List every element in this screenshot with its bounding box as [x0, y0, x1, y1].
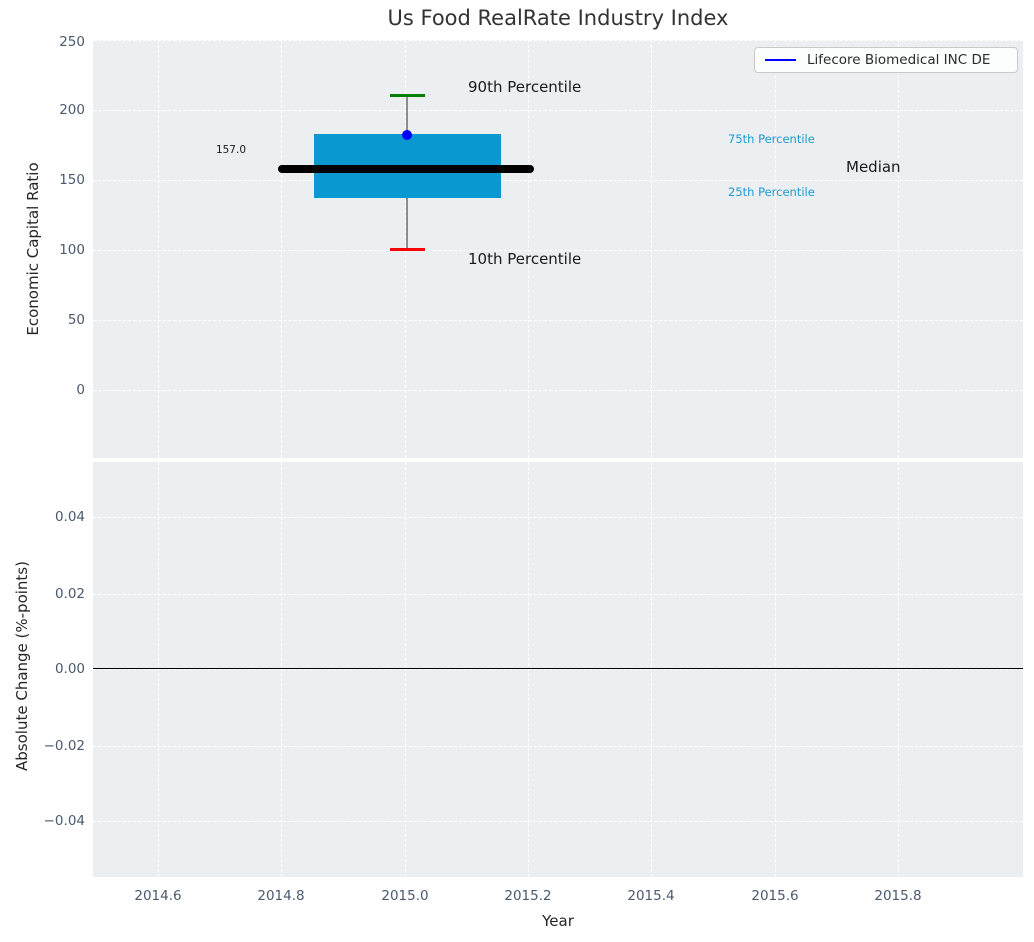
10th-percentile-cap: [390, 248, 425, 251]
zero-reference-line: [93, 668, 1023, 669]
gridline: [93, 110, 1023, 111]
gridline: [528, 40, 529, 458]
bottom-plot-area: [93, 462, 1023, 877]
gridline: [93, 746, 1023, 747]
gridline: [528, 462, 529, 877]
gridline: [651, 40, 652, 458]
p75-label: 75th Percentile: [728, 132, 815, 146]
gridline: [775, 462, 776, 877]
gridline: [405, 462, 406, 877]
gridline: [898, 40, 899, 458]
x-tick: 2014.8: [257, 888, 305, 904]
gridline: [281, 462, 282, 877]
x-tick: 2015.0: [381, 888, 429, 904]
y-tick: 250: [59, 34, 85, 50]
legend-line-sample: [765, 59, 796, 61]
median-value-label: 157.0: [215, 144, 246, 156]
bottom-y-axis-label: Absolute Change (%-points): [13, 561, 31, 771]
x-tick: 2015.2: [504, 888, 552, 904]
y-tick: 0.04: [54, 509, 85, 525]
x-tick: 2015.8: [874, 888, 922, 904]
gridline: [651, 462, 652, 877]
gridline: [158, 40, 159, 458]
y-tick: 0.00: [54, 661, 85, 677]
gridline: [93, 821, 1023, 822]
x-tick: 2015.4: [627, 888, 675, 904]
p90-label: 90th Percentile: [468, 78, 582, 96]
gridline: [281, 40, 282, 458]
x-tick: 2014.6: [134, 888, 182, 904]
gridline: [93, 517, 1023, 518]
gridline: [898, 462, 899, 877]
y-tick: −0.04: [43, 813, 85, 829]
x-axis-label: Year: [542, 912, 574, 930]
p10-label: 10th Percentile: [468, 250, 582, 268]
x-tick: 2015.6: [751, 888, 799, 904]
y-tick: 150: [59, 172, 85, 188]
company-data-point: [402, 130, 412, 140]
gridline: [93, 180, 1023, 181]
gridline: [775, 40, 776, 458]
gridline: [93, 320, 1023, 321]
90th-percentile-cap: [390, 94, 425, 97]
y-tick: 200: [59, 102, 85, 118]
gridline: [93, 40, 1023, 41]
top-y-axis-label: Economic Capital Ratio: [24, 162, 42, 336]
p25-label: 25th Percentile: [728, 185, 815, 199]
median-line: [278, 165, 534, 173]
y-tick: 0: [76, 382, 85, 398]
y-tick: 50: [67, 312, 85, 328]
top-plot-area: 157.0 90th Percentile 10th Percentile 75…: [93, 40, 1023, 458]
legend-label: Lifecore Biomedical INC DE: [807, 52, 991, 68]
gridline: [158, 462, 159, 877]
gridline: [93, 669, 1023, 670]
legend: Lifecore Biomedical INC DE: [754, 47, 1018, 73]
chart-title: Us Food RealRate Industry Index: [387, 6, 729, 30]
gridline: [93, 390, 1023, 391]
y-tick: 100: [59, 242, 85, 258]
y-tick: −0.02: [43, 738, 85, 754]
y-tick: 0.02: [54, 586, 85, 602]
median-label: Median: [846, 158, 901, 176]
gridline: [93, 250, 1023, 251]
gridline: [93, 594, 1023, 595]
